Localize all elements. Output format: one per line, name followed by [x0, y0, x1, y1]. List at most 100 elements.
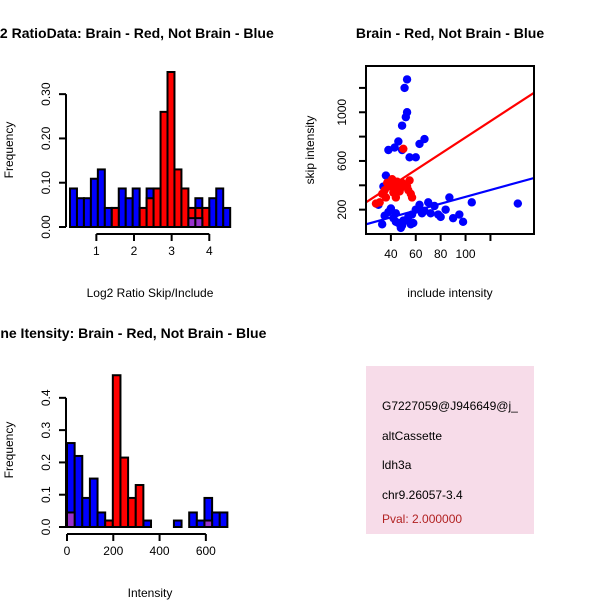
scatter-point-brain — [407, 193, 417, 202]
scatter-point-not-brain — [415, 139, 424, 149]
intensity-histogram-xlabel: Intensity — [128, 586, 173, 600]
intensity-histogram-bar — [111, 374, 122, 528]
scatter-point-brain — [405, 176, 414, 185]
scatter-point-not-brain — [455, 210, 464, 219]
ratio-histogram-bar — [166, 71, 176, 228]
ratio-histogram-x-tick-label: 3 — [168, 244, 175, 258]
ratio-histogram-y-tick-label: 0.20 — [39, 126, 53, 150]
intensity-histogram-bar — [188, 511, 198, 528]
ratio-histogram-bar — [215, 187, 225, 229]
intensity-histogram-x-tick-label: 200 — [103, 544, 123, 558]
ratio-histogram-bar — [110, 206, 120, 228]
ratio-histogram-bars — [69, 71, 232, 229]
ratio-histogram-bar — [194, 217, 204, 228]
ratio-histogram-bar — [131, 187, 141, 229]
scatter-point-not-brain — [513, 199, 523, 208]
scatter-point-brain — [381, 193, 391, 202]
ratio-histogram-y-tick-label: 0.30 — [39, 82, 53, 106]
ratio-histogram-bar — [82, 197, 92, 228]
ratio-histogram-bar — [222, 206, 232, 228]
ratio-histogram-bar — [159, 110, 169, 228]
info-panel: G7227059@J946649@j_ altCassette ldh3a ch… — [366, 366, 534, 534]
intensity-histogram-panel: Gene Itensity: Brain - Red, Not Brain - … — [0, 325, 267, 600]
intensity-histogram-y-tick-label: 0.3 — [39, 421, 53, 438]
ratio-histogram-bar — [201, 206, 211, 228]
scatter-point-not-brain — [402, 75, 412, 84]
scatter-point-brain — [387, 175, 397, 184]
intensity-histogram-y-tick-label: 0.1 — [39, 486, 53, 503]
intensity-histogram-bar — [134, 484, 145, 529]
intensity-histogram-bar — [88, 477, 99, 528]
scatter-fit-line-not-brain — [366, 176, 534, 226]
ratio-histogram-bar — [117, 187, 127, 229]
intensity-histogram-bar — [73, 454, 84, 529]
ratio-histogram-bar — [180, 187, 190, 229]
scatter-point-not-brain — [394, 137, 403, 146]
ratio-histogram-bar — [173, 168, 183, 229]
scatter-title: Brain - Red, Not Brain - Blue — [356, 25, 544, 41]
ratio-histogram-y-tick-label: 0.00 — [39, 215, 53, 239]
scatter-point-not-brain — [384, 145, 393, 155]
scatter-y-tick-label: 600 — [335, 151, 349, 171]
intensity-histogram-x-tick-label: 600 — [196, 544, 216, 558]
intensity-histogram-bar — [66, 511, 76, 528]
intensity-histogram-bar — [218, 511, 229, 528]
scatter-point-not-brain — [377, 220, 387, 229]
ratio-histogram-xlabel: Log2 Ratio Skip/Include — [87, 286, 214, 300]
scatter-point-brain — [404, 185, 413, 195]
ratio-histogram-bar — [138, 206, 148, 228]
intensity-histogram-bar — [142, 519, 153, 529]
info-event-type: altCassette — [382, 429, 442, 443]
scatter-axes: 40 60 80 100 200 600 1000 — [335, 65, 535, 261]
scatter-point-not-brain — [381, 171, 391, 180]
intensity-histogram-bar — [203, 519, 214, 529]
scatter-point-not-brain — [436, 212, 445, 222]
ratio-histogram-bar — [89, 177, 99, 229]
scatter-point-not-brain — [415, 200, 424, 209]
scatter-point-not-brain — [396, 223, 406, 233]
scatter-point-brain — [399, 144, 408, 153]
ratio-histogram-x-tick-label: 4 — [206, 244, 213, 258]
intensity-histogram-bar — [172, 519, 183, 529]
scatter-y-tick-label: 1000 — [335, 99, 349, 126]
scatter-point-not-brain — [448, 213, 458, 223]
scatter-x-tick-label: 60 — [409, 247, 423, 261]
scatter-point-not-brain — [397, 121, 407, 130]
ratio-histogram-axes: 1 2 3 4 0.00 0.10 0.20 0.30 — [39, 82, 213, 258]
intensity-histogram-bar — [81, 496, 91, 528]
ratio-histogram-panel: Log2 RatioData: Brain - Red, Not Brain -… — [0, 25, 274, 300]
scatter-point-not-brain — [399, 216, 408, 225]
intensity-histogram-x-tick-label: 0 — [64, 544, 71, 558]
scatter-xlabel: include intensity — [407, 286, 492, 300]
ratio-histogram-bar — [103, 206, 113, 228]
scatter-point-not-brain — [445, 193, 454, 202]
scatter-point-not-brain — [441, 205, 450, 214]
scatter-point-not-brain — [411, 153, 420, 162]
scatter-point-not-brain — [400, 83, 409, 93]
scatter-x-tick-label: 100 — [456, 247, 476, 261]
ratio-histogram-bar — [69, 187, 78, 229]
info-location: chr9.26057-3.4 — [382, 488, 463, 502]
info-pval: Pval: 2.000000 — [382, 512, 462, 526]
ratio-histogram-bar — [96, 168, 106, 229]
ratio-histogram-x-tick-label: 2 — [131, 244, 138, 258]
intensity-histogram-title: Gene Itensity: Brain - Red, Not Brain - … — [0, 325, 267, 341]
scatter-point-not-brain — [458, 217, 468, 227]
scatter-point-not-brain — [426, 209, 435, 218]
scatter-point-brain — [375, 198, 384, 207]
intensity-histogram-bar — [127, 496, 137, 528]
scatter-fit-line-brain — [366, 91, 534, 204]
scatter-point-not-brain — [424, 198, 433, 207]
info-gene: ldh3a — [382, 458, 412, 472]
ratio-histogram-bar — [152, 187, 162, 229]
intensity-histogram-axes: 0 200 400 600 0.0 0.1 0.2 0.3 0.4 — [39, 389, 216, 558]
scatter-point-not-brain — [467, 198, 476, 207]
intensity-histogram-bar — [104, 519, 114, 529]
intensity-histogram-bar — [119, 456, 130, 528]
scatter-point-not-brain — [409, 218, 418, 228]
scatter-y-tick-label: 200 — [335, 199, 349, 219]
scatter-plot-area — [366, 75, 534, 233]
ratio-histogram-bar — [124, 197, 134, 228]
intensity-histogram-bar — [96, 511, 107, 528]
